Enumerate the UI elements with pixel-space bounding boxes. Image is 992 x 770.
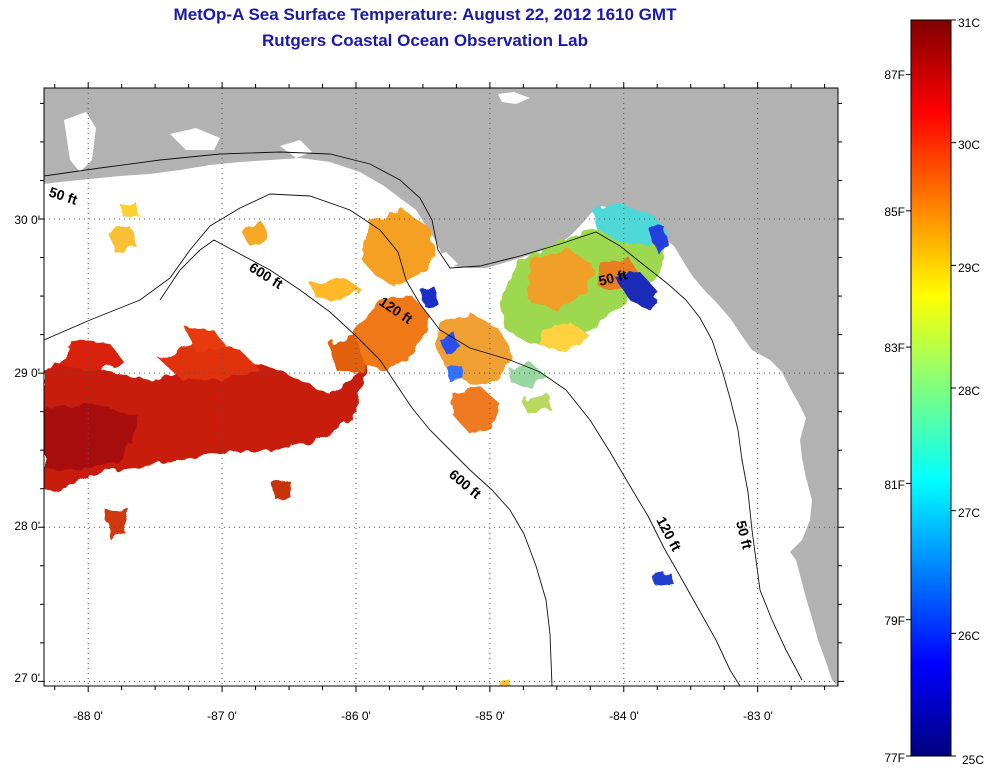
- celsius-label: 26C: [958, 629, 980, 643]
- celsius-label: 29C: [958, 261, 980, 275]
- celsius-label: 30C: [958, 138, 980, 152]
- celsius-label: 25C: [962, 753, 984, 767]
- celsius-label: 31C: [958, 16, 980, 30]
- sst-patches: [44, 202, 674, 686]
- lon-label: -88 0': [73, 709, 103, 723]
- colorbar-celsius-labels: 31C 30C 29C 28C 27C 26C 25C: [958, 16, 984, 767]
- fahrenheit-label: 87F: [884, 68, 905, 82]
- bay-inlet: [64, 112, 96, 172]
- bay-inlet: [280, 140, 312, 158]
- colorbar-fahrenheit-labels: 87F 85F 83F 81F 79F 77F: [884, 68, 905, 765]
- lat-axis: 30 0' 29 0' 28 0' 27 0': [14, 213, 40, 685]
- lon-axis: -88 0' -87 0' -86 0' -85 0' -84 0' -83 0…: [73, 709, 773, 723]
- lon-label: -85 0': [475, 709, 505, 723]
- celsius-label: 27C: [958, 506, 980, 520]
- contour-label: 50 ft: [597, 266, 629, 289]
- map-title: MetOp-A Sea Surface Temperature: August …: [173, 5, 677, 24]
- contour-50ft: [44, 151, 803, 681]
- axis-ticks: [38, 82, 844, 692]
- lat-label: 30 0': [14, 213, 40, 227]
- colorbar: 31C 30C 29C 28C 27C 26C 25C 87F 85F 83F …: [884, 16, 984, 767]
- lon-label: -83 0': [743, 709, 773, 723]
- map-frame: [43, 87, 839, 687]
- lon-label: -84 0': [609, 709, 639, 723]
- lon-label: -87 0': [207, 709, 237, 723]
- contour-label: 600 ft: [246, 259, 286, 292]
- contour-label: 50 ft: [47, 184, 80, 208]
- lat-label: 28 0': [14, 519, 40, 533]
- contour-label: 120 ft: [653, 514, 684, 554]
- bay-inlet: [498, 92, 530, 104]
- contour-120ft: [44, 193, 741, 686]
- land-mass: [44, 88, 838, 686]
- fahrenheit-label: 85F: [884, 205, 905, 219]
- fahrenheit-label: 81F: [884, 478, 905, 492]
- depth-contours: [44, 151, 803, 686]
- fahrenheit-label: 83F: [884, 341, 905, 355]
- lon-label: -86 0': [341, 709, 371, 723]
- lat-label: 29 0': [14, 366, 40, 380]
- colorbar-gradient: [910, 19, 952, 757]
- map-subtitle: Rutgers Coastal Ocean Observation Lab: [262, 31, 588, 50]
- contour-label: 600 ft: [446, 466, 485, 502]
- fahrenheit-label: 77F: [884, 751, 905, 765]
- contour-600ft: [159, 239, 553, 686]
- bay-inlet: [170, 128, 220, 150]
- celsius-label: 28C: [958, 384, 980, 398]
- fahrenheit-label: 79F: [884, 614, 905, 628]
- contour-label: 50 ft: [733, 519, 756, 551]
- lat-label: 27 0': [14, 671, 40, 685]
